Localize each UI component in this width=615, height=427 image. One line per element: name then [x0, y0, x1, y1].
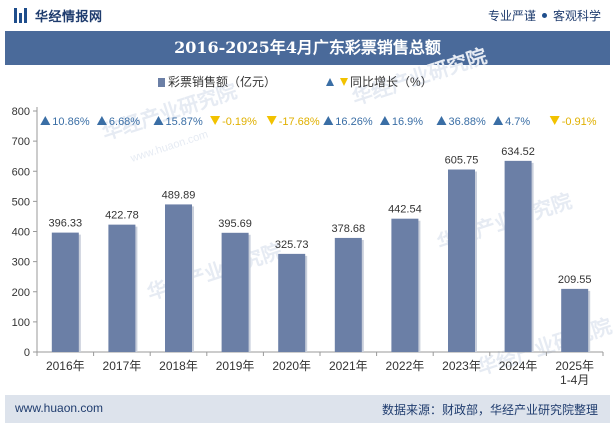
- x-tick-label: 2021年: [329, 359, 368, 373]
- growth-down-triangle-icon: [266, 116, 277, 125]
- y-tick-label: 600: [12, 166, 30, 178]
- growth-rate-label: -0.19%: [222, 116, 257, 128]
- growth-rate-label: 6.68%: [109, 116, 140, 128]
- growth-up-triangle-icon: [96, 116, 107, 125]
- legend-up-triangle-icon: [326, 78, 334, 86]
- growth-up-triangle-icon: [153, 116, 164, 125]
- x-tick-label: 2020年: [272, 359, 311, 373]
- bar-value-label: 378.68: [331, 223, 365, 235]
- legend-down-triangle-icon: [340, 78, 348, 86]
- bar: [51, 232, 79, 352]
- growth-rate-label: 15.87%: [166, 116, 204, 128]
- x-tick-label: 2022年: [386, 359, 425, 373]
- brand-logo-icon: [14, 8, 28, 23]
- watermark-url: www.huaon.com: [128, 128, 209, 165]
- growth-rate-label: -17.68%: [279, 116, 320, 128]
- bar: [391, 218, 419, 352]
- y-tick-label: 500: [12, 196, 30, 208]
- bar: [278, 253, 306, 352]
- bar-value-label: 634.52: [501, 146, 535, 158]
- bullet-dot-icon: [541, 13, 547, 18]
- x-tick-label: 2024年: [499, 359, 538, 373]
- growth-up-triangle-icon: [40, 116, 51, 125]
- growth-up-triangle-icon: [436, 116, 447, 125]
- legend-label-sales: 彩票销售额（亿元）: [168, 74, 276, 89]
- growth-rate-label: -0.91%: [562, 116, 597, 128]
- x-tick-label: 2019年: [216, 359, 255, 373]
- x-tick-label: 2016年: [46, 359, 85, 373]
- bar: [448, 169, 475, 352]
- x-tick-label: 2025年: [555, 359, 594, 373]
- growth-rate-label: 16.26%: [335, 116, 373, 128]
- bar-value-label: 605.75: [445, 155, 479, 167]
- top-bar: 华经情报网 专业严谨 客观科学: [0, 0, 615, 30]
- growth-up-triangle-icon: [323, 116, 334, 125]
- bar-value-label: 325.73: [275, 239, 309, 251]
- bar: [334, 237, 362, 352]
- y-tick-label: 0: [24, 347, 30, 359]
- y-tick-label: 400: [12, 227, 30, 239]
- bar: [221, 232, 249, 352]
- bar: [561, 288, 589, 352]
- bar-value-label: 395.69: [218, 218, 252, 230]
- footer-website[interactable]: www.huaon.com: [15, 401, 104, 415]
- title-bar: 2016-2025年4月广东彩票销售总额: [5, 31, 610, 65]
- legend-swatch-sales: [158, 78, 165, 87]
- y-tick-label: 200: [12, 287, 30, 299]
- bar-value-label: 396.33: [48, 218, 82, 230]
- bar-value-label: 442.54: [388, 204, 422, 216]
- y-tick-label: 300: [12, 257, 30, 269]
- x-tick-label: 1-4月: [560, 373, 589, 387]
- slogan-tag-1: 专业严谨: [487, 9, 536, 23]
- bar: [165, 204, 192, 352]
- growth-up-triangle-icon: [379, 116, 390, 125]
- bar: [108, 224, 136, 352]
- growth-down-triangle-icon: [210, 116, 221, 125]
- bar-value-label: 422.78: [105, 210, 139, 222]
- slogan-tags: 专业严谨 客观科学: [488, 7, 601, 24]
- x-tick-label: 2023年: [442, 359, 481, 373]
- growth-rate-label: 4.7%: [505, 116, 530, 128]
- y-tick-label: 700: [12, 136, 30, 148]
- brand: 华经情报网: [14, 6, 103, 25]
- bar: [504, 160, 532, 352]
- growth-rate-label: 16.9%: [392, 116, 423, 128]
- growth-up-triangle-icon: [493, 116, 504, 125]
- footer-bar: www.huaon.com 数据来源：财政部，华经产业研究院整理: [5, 395, 610, 423]
- x-tick-label: 2018年: [159, 359, 198, 373]
- brand-name: 华经情报网: [35, 9, 103, 24]
- y-tick-label: 800: [12, 106, 30, 118]
- footer-source: 数据来源：财政部，华经产业研究院整理: [381, 403, 598, 417]
- legend-label-growth: 同比增长（%）: [350, 75, 433, 89]
- x-tick-label: 2017年: [103, 359, 142, 373]
- chart-title: 2016-2025年4月广东彩票销售总额: [174, 38, 441, 57]
- bar-value-label: 489.89: [162, 189, 196, 201]
- growth-rate-label: 36.88%: [449, 116, 487, 128]
- y-tick-label: 100: [12, 317, 30, 329]
- growth-rate-label: 10.86%: [52, 116, 90, 128]
- bar-value-label: 209.55: [558, 274, 592, 286]
- slogan-tag-2: 客观科学: [552, 9, 601, 23]
- growth-down-triangle-icon: [549, 116, 560, 125]
